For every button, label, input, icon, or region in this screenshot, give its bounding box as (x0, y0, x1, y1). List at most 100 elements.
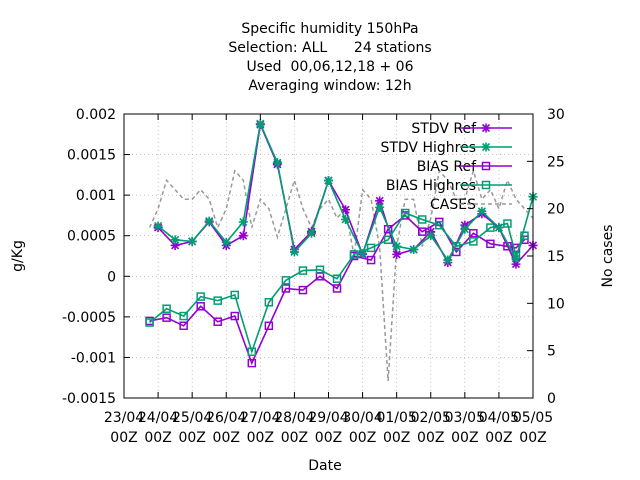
data-point (187, 236, 197, 246)
data-point (315, 265, 325, 275)
data-point (230, 290, 240, 300)
title-line: Selection: ALL 24 stations (228, 40, 431, 56)
data-point (417, 227, 427, 236)
y-tick-label: -0.001 (71, 350, 116, 366)
data-point (162, 304, 171, 313)
data-point (264, 298, 274, 307)
legend-marker (481, 123, 491, 133)
chart-title: Specific humidity 150hPa Selection: ALL 2… (228, 21, 431, 94)
data-point (324, 176, 333, 186)
x-tick-label-date: 26/04 (206, 410, 246, 426)
legend-marker (481, 142, 491, 152)
y-tick-label: 0.0015 (67, 148, 116, 164)
x-tick-label-hour: 00Z (110, 430, 137, 446)
y2-axis-label: No cases (600, 225, 616, 288)
y2-tick-label: 0 (547, 391, 556, 407)
data-point (170, 235, 180, 245)
legend-label: STDV Ref (411, 121, 477, 137)
y-axis-label: g/Kg (10, 240, 26, 272)
data-point (392, 241, 402, 251)
data-point (511, 253, 521, 263)
legend: STDV Ref STDV Highres BIAS Ref BIAS Highres… (380, 121, 512, 213)
data-point (375, 196, 385, 206)
x-tick-label-hour: 00Z (315, 430, 342, 446)
data-point (349, 250, 359, 259)
data-point (443, 255, 453, 265)
y2-tick-label: 25 (547, 154, 565, 170)
data-point (460, 224, 470, 234)
x-tick-label-date: 05/05 (513, 410, 553, 426)
y2-tick-label: 30 (547, 107, 565, 123)
y-tick-label: 0.0005 (67, 229, 116, 245)
legend-label: BIAS Ref (417, 159, 477, 175)
series-bias-highres (145, 208, 529, 356)
data-point (332, 284, 342, 293)
x-tick-label-hour: 00Z (349, 430, 376, 446)
data-point (486, 223, 495, 232)
y-tick-label: 0.002 (76, 107, 116, 123)
data-point (400, 208, 410, 218)
data-point (494, 223, 504, 233)
data-point (341, 214, 351, 224)
data-point (272, 158, 282, 168)
data-point (153, 221, 163, 231)
data-point (469, 229, 478, 238)
data-point (196, 302, 205, 311)
data-point (392, 249, 402, 259)
data-point (306, 228, 316, 238)
grid (123, 113, 534, 399)
x-tick-label-date: 02/05 (411, 410, 451, 426)
data-point (213, 317, 222, 326)
x-tick-label-hour: 00Z (417, 430, 444, 446)
x-tick-label-hour: 00Z (247, 430, 274, 446)
series-bias-ref (145, 211, 529, 368)
title-line: Used 00,06,12,18 + 06 (247, 59, 414, 75)
data-point (426, 231, 436, 241)
y-tick-label: -0.0015 (62, 391, 116, 407)
data-point (247, 347, 257, 356)
data-point (238, 231, 248, 241)
data-point (477, 206, 487, 216)
y-tick-label: 0 (107, 269, 116, 285)
y-tick-label: -0.0005 (62, 310, 116, 326)
x-tick-label-date: 01/05 (376, 410, 416, 426)
x-tick-label-hour: 00Z (519, 430, 546, 446)
x-tick-label-date: 03/05 (445, 410, 485, 426)
y2-tick-label: 5 (547, 344, 556, 360)
data-point (170, 240, 180, 250)
title-line: Specific humidity 150hPa (241, 21, 418, 37)
data-point (204, 216, 214, 226)
x-tick-label-date: 24/04 (138, 410, 178, 426)
legend-label: STDV Highres (380, 140, 476, 156)
data-point (264, 321, 274, 331)
x-tick-label-date: 30/04 (342, 410, 382, 426)
data-point (247, 358, 257, 368)
data-point (503, 219, 512, 228)
x-tick-label-date: 28/04 (274, 410, 314, 426)
data-point (281, 284, 291, 293)
x-tick-label-hour: 00Z (213, 430, 240, 446)
x-tick-label-date: 29/04 (308, 410, 348, 426)
x-tick-label-date: 04/05 (479, 410, 519, 426)
data-point (255, 119, 265, 129)
data-point (281, 276, 291, 285)
x-tick-label-date: 23/04 (104, 410, 144, 426)
data-point (221, 237, 231, 247)
data-point (520, 231, 529, 240)
legend-marker (481, 180, 491, 190)
series-line (149, 214, 526, 366)
data-point (332, 274, 342, 283)
x-tick-label-date: 27/04 (240, 410, 280, 426)
data-point (179, 311, 188, 321)
legend-marker (481, 161, 491, 171)
title-line: Averaging window: 12h (248, 78, 411, 94)
data-point (162, 313, 171, 322)
data-point (366, 255, 376, 265)
data-point (375, 202, 385, 212)
x-tick-label-hour: 00Z (383, 430, 410, 446)
data-point (409, 245, 419, 255)
data-point (417, 215, 427, 224)
data-point (366, 243, 376, 253)
axis-ticks: -0.0015 -0.001 -0.0005 0 0.0005 0.001 0.0015 0.… (62, 107, 565, 446)
